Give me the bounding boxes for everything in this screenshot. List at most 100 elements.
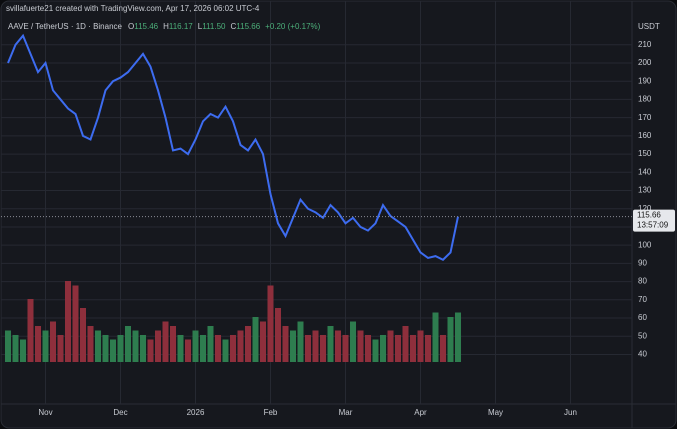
credit: svillafuerte21 created with TradingView.… — [6, 4, 260, 13]
volume-bar — [402, 326, 409, 362]
y-tick-label: 40 — [638, 350, 647, 359]
price-line — [7, 33, 459, 261]
volume-bar — [357, 330, 364, 362]
x-tick-label: Dec — [113, 408, 127, 417]
volume-bar — [425, 335, 431, 362]
volume-bar — [80, 308, 86, 362]
volume-bar — [207, 326, 214, 362]
volume-bar — [350, 321, 356, 362]
ohlc-value: 116.17 — [169, 22, 193, 31]
volume-bar — [440, 335, 446, 362]
volume-bar — [455, 312, 461, 362]
ohlc-label: H — [163, 22, 169, 31]
volume-bar — [215, 335, 221, 362]
ohlc-label: C — [230, 22, 236, 31]
y-tick-label: 150 — [638, 149, 652, 158]
volume-bar — [192, 330, 199, 362]
volume-bar — [57, 335, 64, 362]
y-tick-label: 200 — [638, 58, 652, 67]
volume-bar — [110, 339, 116, 362]
volume-bar — [432, 312, 439, 362]
price-badge — [633, 209, 675, 232]
volume-bar — [155, 330, 161, 362]
ohlc-value: 115.46 — [134, 22, 158, 31]
volume-bar — [35, 326, 41, 362]
volume-bar — [42, 330, 49, 362]
volume-bar — [5, 330, 11, 362]
volume-bar — [185, 339, 191, 362]
symbol: AAVE / TetherUS · 1D · Binance — [8, 22, 123, 31]
ohlc-value: 111.50 — [202, 22, 226, 31]
volume-bar — [252, 317, 259, 362]
volume-bar — [365, 335, 371, 362]
x-tick-label: Apr — [414, 408, 427, 417]
y-tick-label: 100 — [638, 240, 652, 249]
volume-bar — [125, 326, 131, 362]
volume-bar — [447, 317, 454, 362]
volume-bar — [417, 330, 424, 362]
volume-bar — [410, 335, 416, 362]
x-tick-label: Feb — [264, 408, 278, 417]
volume-bar — [275, 308, 281, 362]
volume-bar — [260, 321, 266, 362]
volume-bar — [162, 321, 169, 362]
volume-bar — [27, 299, 34, 362]
volume-bar — [342, 335, 349, 362]
price-badge-value: 115.66 — [637, 211, 661, 220]
y-tick-label: 170 — [638, 113, 652, 122]
volume-bar — [72, 285, 79, 362]
y-tick-label: 120 — [638, 204, 652, 213]
volume-bar — [170, 326, 176, 362]
volume-bar — [372, 339, 379, 362]
volume-bar — [312, 330, 319, 362]
currency: USDT — [638, 22, 660, 31]
volume-bar — [395, 335, 401, 362]
volume-bar — [290, 330, 296, 362]
y-tick-label: 50 — [638, 331, 647, 340]
y-tick-label: 70 — [638, 295, 647, 304]
volume-bar — [327, 326, 334, 362]
volume-bar — [222, 339, 229, 362]
volume-bar — [335, 330, 341, 362]
plot — [1, 33, 632, 362]
volume-bar — [297, 321, 304, 362]
volume-bar — [87, 326, 94, 362]
x-tick-label: Jun — [564, 408, 577, 417]
volume-bar — [102, 335, 109, 362]
ohlc-label: L — [198, 22, 203, 31]
volume-bar — [117, 335, 124, 362]
volume-bar — [237, 330, 244, 362]
volume-bar — [282, 326, 289, 362]
volume-bar — [230, 335, 236, 362]
x-tick-label: Nov — [38, 408, 52, 417]
volume-bar — [20, 339, 26, 362]
volume-bar — [387, 330, 394, 362]
volume-bar — [305, 335, 311, 362]
volume-bar — [200, 335, 206, 362]
volume-bar — [65, 281, 71, 362]
y-tick-label: 90 — [638, 258, 647, 267]
volume-bar — [95, 330, 101, 362]
volume-bar — [380, 335, 386, 362]
volume-bar — [50, 321, 56, 362]
y-tick-label: 180 — [638, 95, 652, 104]
x-tick-label: May — [488, 408, 503, 417]
volume-bar — [177, 335, 184, 362]
ohlc-value: 115.66 — [236, 22, 260, 31]
y-tick-label: 80 — [638, 277, 647, 286]
volume-bar — [320, 335, 326, 362]
volume-bar — [132, 330, 139, 362]
y-tick-label: 190 — [638, 76, 652, 85]
y-tick-label: 130 — [638, 186, 652, 195]
volume-bar — [12, 335, 19, 362]
volume-bar — [245, 326, 251, 362]
volume-bar — [147, 339, 154, 362]
y-tick-label: 210 — [638, 40, 652, 49]
change: +0.20 (+0.17%) — [265, 22, 320, 31]
price-badge-countdown: 13:57:09 — [637, 221, 669, 230]
volume-bar — [140, 335, 146, 362]
y-tick-label: 160 — [638, 131, 652, 140]
x-tick-label: Mar — [339, 408, 353, 417]
